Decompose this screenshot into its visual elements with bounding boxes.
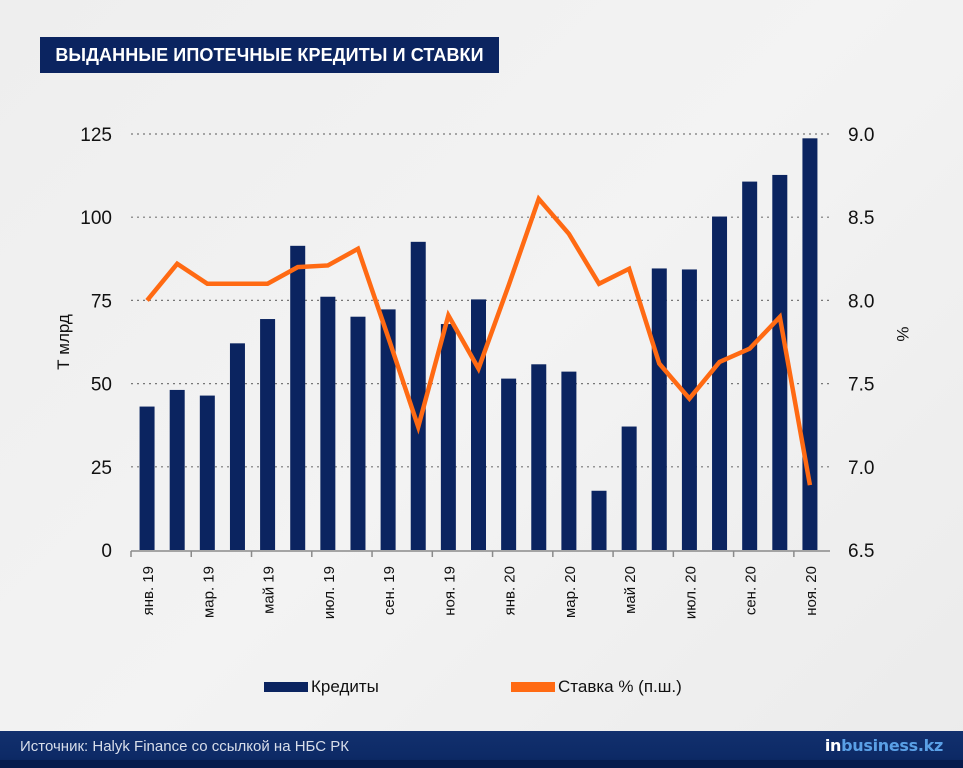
chart-title: ВЫДАННЫЕ ИПОТЕЧНЫЕ КРЕДИТЫ И СТАВКИ xyxy=(40,37,499,73)
x-tick-label: мар. 19 xyxy=(200,566,217,618)
bar xyxy=(410,241,426,550)
legend-swatch-line xyxy=(511,682,555,692)
legend-swatch-bar xyxy=(264,682,308,692)
bar xyxy=(139,406,155,550)
footer-strip xyxy=(0,760,963,768)
bar xyxy=(712,216,728,550)
left-tick-label: 50 xyxy=(91,375,112,396)
bar xyxy=(260,319,276,550)
bar xyxy=(621,426,637,550)
x-tick-label: сен. 19 xyxy=(381,566,398,615)
bar xyxy=(591,490,607,550)
left-tick-label: 25 xyxy=(91,458,112,479)
source-note: Источник: Halyk Finance со ссылкой на НБ… xyxy=(20,738,349,755)
bar xyxy=(440,324,456,550)
right-tick-label: 8.0 xyxy=(848,291,874,312)
x-tick-label: сен. 20 xyxy=(743,566,760,615)
chart-area: 0 25 50 75 100 125 6.5 7.0 7.5 8.0 8.5 9.0 янв. 19… xyxy=(54,125,912,619)
x-axis-ticks: янв. 19 мар. 19 май 19 июл. 19 сен. 19 ноя. 1… xyxy=(130,551,820,619)
bar xyxy=(501,378,517,550)
brand-logo[interactable]: inbusiness.kz xyxy=(825,736,943,755)
bar xyxy=(742,181,758,550)
left-tick-label: 75 xyxy=(91,291,112,312)
x-tick-label: май 19 xyxy=(261,566,278,614)
legend-label-credits: Кредиты xyxy=(311,677,379,696)
x-tick-label: янв. 19 xyxy=(140,566,157,615)
bar xyxy=(320,296,336,550)
legend-item-credits: Кредиты xyxy=(264,677,379,697)
right-tick-label: 9.0 xyxy=(848,125,874,146)
bar xyxy=(802,138,818,550)
bar xyxy=(651,268,667,550)
right-tick-label: 7.0 xyxy=(848,458,874,479)
right-tick-label: 7.5 xyxy=(848,375,874,396)
bar xyxy=(229,343,245,550)
x-tick-label: мар. 20 xyxy=(562,566,579,618)
bar-series-credits xyxy=(139,138,818,551)
y-axis-title-right: % xyxy=(893,326,912,341)
left-tick-label: 100 xyxy=(80,208,112,229)
bar xyxy=(350,316,366,550)
bar xyxy=(290,245,306,550)
bar xyxy=(681,269,697,550)
right-tick-label: 8.5 xyxy=(848,208,874,229)
bar xyxy=(772,174,788,551)
right-axis-ticks: 6.5 7.0 7.5 8.0 8.5 9.0 xyxy=(848,125,874,562)
bar xyxy=(380,309,396,550)
brand-logo-in: in xyxy=(824,736,842,755)
left-axis-ticks: 0 25 50 75 100 125 xyxy=(80,125,112,562)
x-tick-label: ноя. 19 xyxy=(441,566,458,616)
footer: Источник: Halyk Finance со ссылкой на НБ… xyxy=(0,731,963,768)
line-series-rate xyxy=(145,194,813,486)
bar xyxy=(531,364,547,550)
x-tick-label: янв. 20 xyxy=(502,566,519,615)
x-tick-label: июл. 20 xyxy=(682,566,699,619)
bar xyxy=(471,299,486,550)
y-axis-title-left: Т млрд xyxy=(54,314,73,370)
bar xyxy=(169,389,185,550)
brand-logo-rest: business.kz xyxy=(841,736,943,755)
left-tick-label: 125 xyxy=(80,125,112,146)
legend: Кредиты Ставка % (п.ш.) xyxy=(0,677,963,701)
x-tick-label: ноя. 20 xyxy=(803,566,820,616)
legend-item-rate: Ставка % (п.ш.) xyxy=(511,677,682,697)
bar xyxy=(199,395,215,550)
left-tick-label: 0 xyxy=(101,541,112,562)
x-tick-label: май 20 xyxy=(622,566,639,614)
bar xyxy=(561,371,577,550)
right-tick-label: 6.5 xyxy=(848,541,874,562)
x-tick-label: июл. 19 xyxy=(321,566,338,619)
legend-label-rate: Ставка % (п.ш.) xyxy=(558,677,682,696)
